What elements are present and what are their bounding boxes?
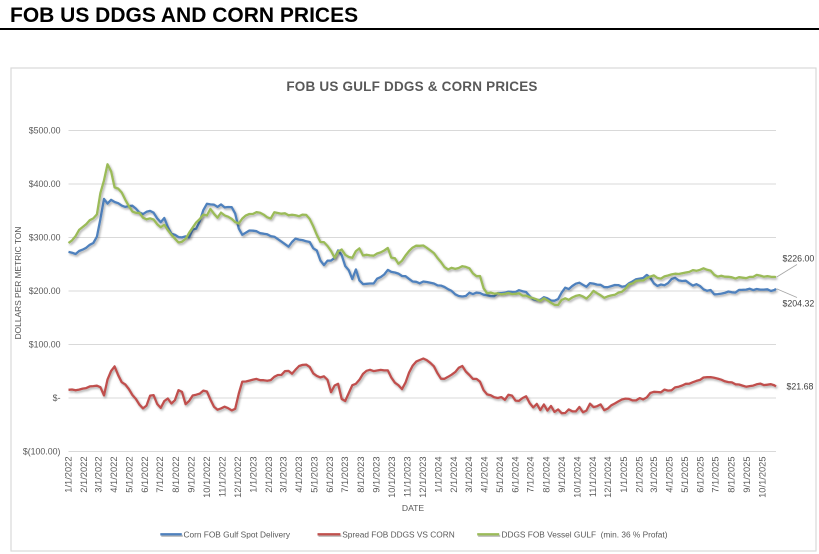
svg-text:5/1/2024: 5/1/2024 xyxy=(495,457,505,493)
svg-text:3/1/2022: 3/1/2022 xyxy=(93,457,103,493)
svg-text:7/1/2024: 7/1/2024 xyxy=(526,457,536,493)
svg-text:9/1/2023: 9/1/2023 xyxy=(372,457,382,493)
svg-text:11/1/2022: 11/1/2022 xyxy=(218,457,228,498)
svg-text:$226.00: $226.00 xyxy=(783,254,815,264)
svg-text:4/1/2024: 4/1/2024 xyxy=(480,457,490,493)
svg-text:4/1/2023: 4/1/2023 xyxy=(294,457,304,493)
svg-text:2/1/2022: 2/1/2022 xyxy=(79,457,89,493)
svg-text:2/1/2025: 2/1/2025 xyxy=(635,457,645,493)
svg-text:Spread FOB DDGS VS CORN: Spread FOB DDGS VS CORN xyxy=(342,529,455,539)
svg-text:FOB US DDGS AND CORN PRICES: FOB US DDGS AND CORN PRICES xyxy=(10,4,358,27)
svg-text:7/1/2025: 7/1/2025 xyxy=(711,457,721,493)
svg-text:5/1/2025: 5/1/2025 xyxy=(680,457,690,493)
svg-text:$204.32: $204.32 xyxy=(783,299,815,309)
svg-text:10/1/2022: 10/1/2022 xyxy=(202,457,212,498)
svg-text:9/1/2024: 9/1/2024 xyxy=(557,457,567,493)
svg-text:9/1/2025: 9/1/2025 xyxy=(742,457,752,493)
svg-text:Corn FOB Gulf Spot Delivery: Corn FOB Gulf Spot Delivery xyxy=(184,529,291,539)
svg-text:6/1/2025: 6/1/2025 xyxy=(696,457,706,493)
svg-text:10/1/2024: 10/1/2024 xyxy=(572,457,582,498)
svg-text:DATE: DATE xyxy=(402,503,425,513)
svg-text:DOLLARS PER METRIC TON: DOLLARS PER METRIC TON xyxy=(13,227,23,340)
svg-text:7/1/2023: 7/1/2023 xyxy=(340,457,350,493)
svg-text:$500.00: $500.00 xyxy=(29,126,61,136)
svg-text:$100.00: $100.00 xyxy=(29,340,61,350)
svg-text:$-: $- xyxy=(53,393,61,403)
svg-text:$300.00: $300.00 xyxy=(29,233,61,243)
svg-text:1/1/2025: 1/1/2025 xyxy=(619,457,629,493)
svg-text:11/1/2023: 11/1/2023 xyxy=(403,457,413,498)
svg-text:2/1/2023: 2/1/2023 xyxy=(264,457,274,493)
svg-text:7/1/2022: 7/1/2022 xyxy=(155,457,165,493)
svg-text:8/1/2022: 8/1/2022 xyxy=(171,457,181,493)
svg-text:4/1/2025: 4/1/2025 xyxy=(665,457,675,493)
svg-text:$(100.00): $(100.00) xyxy=(23,447,61,457)
svg-text:5/1/2023: 5/1/2023 xyxy=(309,457,319,493)
svg-text:12/1/2024: 12/1/2024 xyxy=(603,457,613,498)
svg-text:1/1/2024: 1/1/2024 xyxy=(434,457,444,493)
svg-text:DDGS FOB Vessel GULF (min. 36: DDGS FOB Vessel GULF (min. 36 % Profat) xyxy=(502,529,668,539)
svg-text:8/1/2024: 8/1/2024 xyxy=(541,457,551,493)
svg-text:10/1/2025: 10/1/2025 xyxy=(757,457,767,498)
svg-text:12/1/2022: 12/1/2022 xyxy=(233,457,243,498)
svg-text:1/1/2023: 1/1/2023 xyxy=(249,457,259,493)
svg-text:11/1/2024: 11/1/2024 xyxy=(588,457,598,498)
svg-text:10/1/2023: 10/1/2023 xyxy=(387,457,397,498)
svg-text:4/1/2022: 4/1/2022 xyxy=(109,457,119,493)
svg-text:6/1/2022: 6/1/2022 xyxy=(140,457,150,493)
svg-text:2/1/2024: 2/1/2024 xyxy=(449,457,459,493)
svg-text:$400.00: $400.00 xyxy=(29,179,61,189)
svg-text:3/1/2025: 3/1/2025 xyxy=(649,457,659,493)
svg-text:1/1/2022: 1/1/2022 xyxy=(64,457,74,493)
svg-text:8/1/2023: 8/1/2023 xyxy=(356,457,366,493)
svg-text:5/1/2022: 5/1/2022 xyxy=(124,457,134,493)
svg-text:12/1/2023: 12/1/2023 xyxy=(418,457,428,498)
svg-text:6/1/2023: 6/1/2023 xyxy=(325,457,335,493)
svg-text:3/1/2024: 3/1/2024 xyxy=(464,457,474,493)
svg-text:$21.68: $21.68 xyxy=(787,382,814,392)
svg-text:3/1/2023: 3/1/2023 xyxy=(278,457,288,493)
svg-text:$200.00: $200.00 xyxy=(29,286,61,296)
svg-text:9/1/2022: 9/1/2022 xyxy=(187,457,197,493)
svg-text:8/1/2025: 8/1/2025 xyxy=(726,457,736,493)
svg-text:6/1/2024: 6/1/2024 xyxy=(511,457,521,493)
svg-text:FOB US GULF DDGS & CORN PRICES: FOB US GULF DDGS & CORN PRICES xyxy=(286,79,537,94)
